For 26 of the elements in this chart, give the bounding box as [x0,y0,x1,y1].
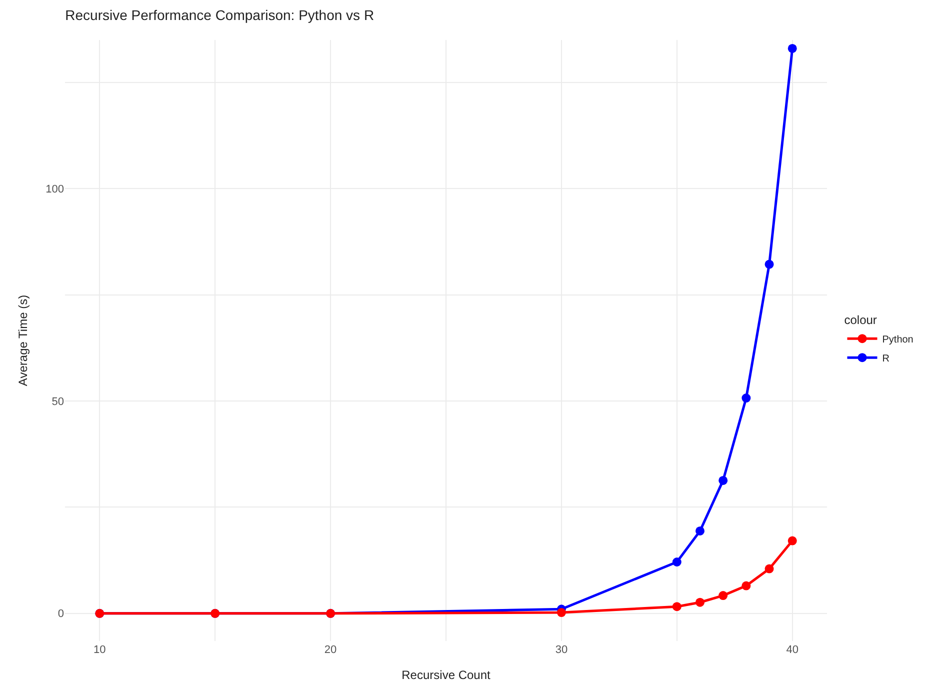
point [696,598,704,607]
point [742,581,751,590]
legend-title: colour [844,313,877,328]
point [764,564,774,574]
point [788,44,797,53]
x-tick-label: 40 [786,644,798,656]
point [696,526,704,536]
legend-label: R [882,354,890,364]
y-tick-label: 100 [46,184,64,196]
x-tick-label: 10 [94,644,106,656]
x-tick-label: 20 [324,644,337,656]
x-tick-label: 30 [555,644,568,656]
point [764,260,774,269]
point [788,536,797,546]
point [672,602,682,612]
y-tick-label: 0 [58,608,64,620]
point [556,608,566,618]
point [742,394,751,403]
x-axis-title: Recursive Count [402,668,492,682]
y-tick-label: 50 [52,396,64,408]
point [718,476,728,485]
point [672,558,682,566]
point [718,591,728,600]
legend-label: Python [882,334,914,346]
y-axis-title: Average Time (s) [16,294,30,386]
chart-title: Recursive Performance Comparison: Python vs R [65,7,374,24]
